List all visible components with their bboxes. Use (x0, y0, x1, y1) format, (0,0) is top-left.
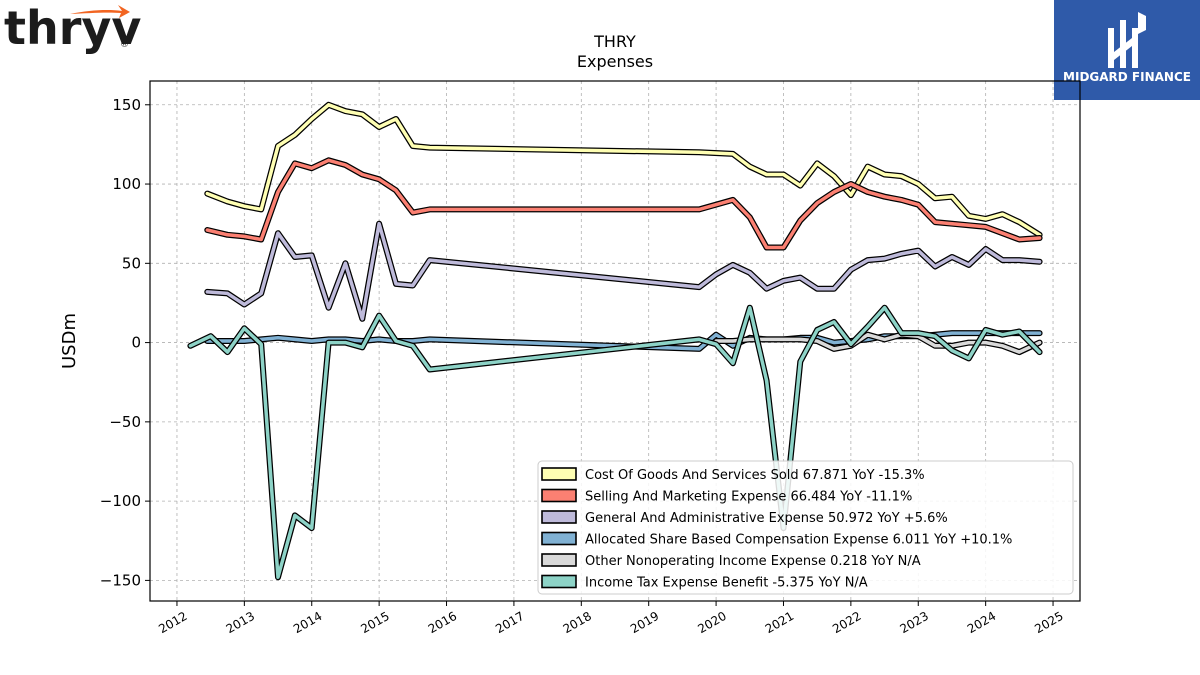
thryv-logo-mark: ® (120, 40, 129, 50)
series-selling-and-marketing-expense (204, 157, 1043, 251)
midgard-finance-badge: MIDGARD FINANCE (1054, 0, 1200, 100)
series-outline (204, 101, 1043, 238)
legend-swatch (541, 553, 577, 567)
y-tick-label: 150 (112, 96, 141, 114)
series-general-and-administrative-expense (204, 220, 1043, 322)
legend-item: Selling And Marketing Expense 66.484 YoY… (541, 488, 912, 505)
series-line (205, 158, 1042, 250)
y-tick-label: 100 (112, 175, 141, 193)
x-tick-label: 2016 (426, 609, 459, 636)
series-cost-of-goods-and-services-sold (204, 101, 1043, 238)
y-tick-label: −150 (100, 571, 141, 589)
x-tick-label: 2017 (493, 609, 526, 636)
legend-swatch (541, 467, 577, 481)
legend-label: General And Administrative Expense 50.97… (585, 511, 948, 526)
series-income-tax-expense-benefit (187, 304, 1043, 581)
legend-label: Income Tax Expense Benefit -5.375 YoY N/… (585, 576, 868, 591)
legend-item: Income Tax Expense Benefit -5.375 YoY N/… (541, 574, 868, 591)
x-tick-label: 2021 (763, 609, 796, 636)
thryv-logo-text: thryv (4, 1, 141, 55)
legend-box (537, 460, 1074, 595)
x-tick-label: 2019 (628, 609, 661, 636)
x-tick-label: 2025 (1032, 609, 1065, 636)
midgard-monogram-icon (1108, 12, 1146, 68)
legend-item: Allocated Share Based Compensation Expen… (541, 531, 1012, 548)
series-outline (204, 220, 1043, 322)
series-line (205, 103, 1042, 237)
x-tick-label: 2024 (965, 609, 998, 636)
y-axis-label: USDm (59, 313, 80, 369)
thryv-swoosh-icon (70, 5, 130, 18)
x-tick-label: 2014 (291, 609, 324, 636)
x-tick-label: 2020 (695, 609, 728, 636)
x-axis-ticks: 2012 2013 2014 2015 2016 2017 2018 2019 2020 2021… (156, 601, 1066, 636)
legend-swatch (541, 531, 577, 546)
y-tick-label: −50 (109, 413, 141, 431)
legend-swatch (541, 488, 577, 503)
series-line (205, 221, 1042, 321)
x-tick-label: 2018 (561, 609, 594, 636)
x-tick-label: 2022 (830, 609, 863, 636)
y-axis-ticks: −150 −100 −50 0 50 100 150 (100, 96, 150, 589)
legend-label: Cost Of Goods And Services Sold 67.871 Y… (585, 468, 925, 483)
badge-text: MIDGARD FINANCE (1063, 70, 1191, 84)
y-tick-label: −100 (100, 492, 141, 510)
chart-subtitle: Expenses (577, 52, 653, 71)
x-tick-label: 2012 (156, 609, 189, 636)
plot-frame (149, 80, 1081, 602)
x-tick-label: 2015 (358, 609, 391, 636)
thryv-logo: thryv ® (4, 1, 141, 55)
legend-item: Other Nonoperating Income Expense 0.218 … (541, 553, 921, 569)
legend-label: Selling And Marketing Expense 66.484 YoY… (585, 490, 912, 505)
legend-item: Cost Of Goods And Services Sold 67.871 Y… (541, 467, 925, 483)
y-tick-label: 0 (131, 334, 141, 352)
series-line (714, 332, 1042, 354)
x-tick-label: 2023 (898, 609, 931, 636)
y-tick-label: 50 (122, 254, 141, 272)
x-tick-label: 2013 (224, 609, 257, 636)
legend-item: General And Administrative Expense 50.97… (541, 510, 948, 526)
series-lines (187, 101, 1043, 581)
legend-swatch (541, 510, 577, 524)
chart-title: THRY (593, 32, 636, 51)
legend-label: Allocated Share Based Compensation Expen… (585, 533, 1012, 548)
legend-swatch (541, 574, 577, 589)
series-line (188, 305, 1042, 579)
legend-label: Other Nonoperating Income Expense 0.218 … (585, 554, 921, 569)
legend: Cost Of Goods And Services Sold 67.871 Y… (537, 460, 1074, 595)
series-other-nonoperating-income-expense (713, 331, 1043, 356)
